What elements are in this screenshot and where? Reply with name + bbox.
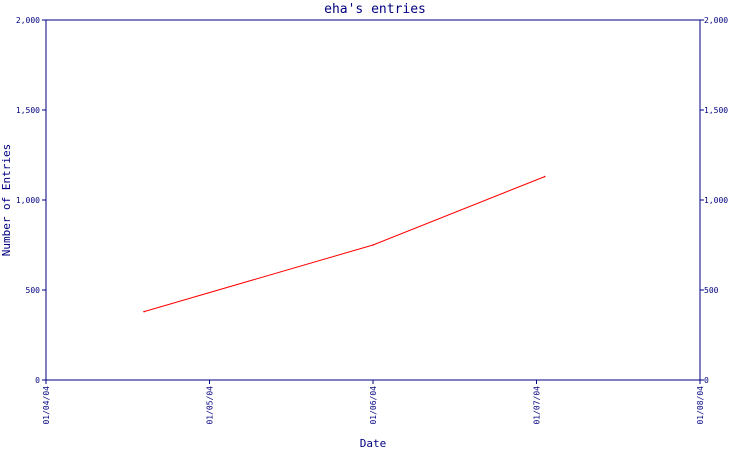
data-point xyxy=(372,244,374,246)
series-group xyxy=(143,175,546,313)
y-axis-left: 0 500 1,000 1,500 2,000 xyxy=(16,16,46,385)
y-axis-right: 0 500 1,000 1,500 2,000 xyxy=(700,16,728,385)
series-line xyxy=(143,176,545,313)
y-tick-label-left: 1,500 xyxy=(16,106,40,115)
x-tick-label: 01/08/04 xyxy=(696,386,705,425)
y-tick-label-left: 1,000 xyxy=(16,196,40,205)
y-tick-label-right: 1,500 xyxy=(704,106,728,115)
y-tick-label-left: 500 xyxy=(26,286,41,295)
y-tick-label-right: 1,000 xyxy=(704,196,728,205)
y-tick-label-left: 2,000 xyxy=(16,16,40,25)
x-axis: 01/04/04 01/05/04 01/06/04 01/07/04 01/08/04 xyxy=(42,380,705,425)
y-tick-label-right: 2,000 xyxy=(704,16,728,25)
x-axis-label: Date xyxy=(360,437,387,450)
x-tick-label: 01/04/04 xyxy=(42,386,51,425)
x-tick-label: 01/07/04 xyxy=(533,386,542,425)
x-tick-label: 01/05/04 xyxy=(206,386,215,425)
y-tick-label-right: 500 xyxy=(704,286,719,295)
data-point xyxy=(143,310,145,313)
y-tick-label-left: 0 xyxy=(35,376,40,385)
x-tick-label: 01/06/04 xyxy=(369,386,378,425)
data-point xyxy=(543,175,546,178)
plot-frame xyxy=(45,19,701,381)
y-tick-label-right: 0 xyxy=(704,376,709,385)
y-axis-label: Number of Entries xyxy=(0,144,13,257)
chart-title: eha's entries xyxy=(324,2,426,17)
